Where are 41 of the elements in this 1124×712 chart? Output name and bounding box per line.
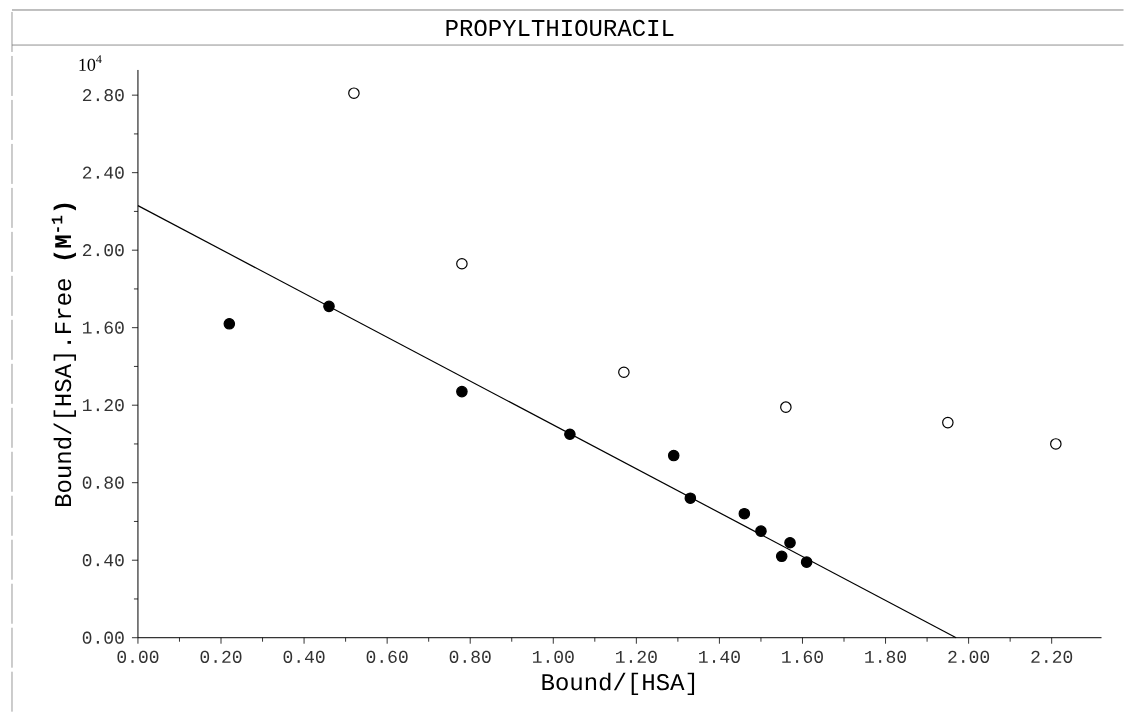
x-tick-label: 0.80: [449, 650, 491, 663]
y-tick-label: 1.20: [82, 399, 124, 412]
point: [684, 492, 697, 504]
point: [755, 525, 767, 537]
x-tick-label: 2.00: [948, 650, 990, 663]
point: [667, 449, 680, 462]
point: [564, 428, 576, 441]
y-tick-label: 2.00: [82, 244, 124, 257]
text: 10$^{4}$: [79, 55, 102, 71]
x-tick-label: 1.00: [532, 650, 574, 663]
y-tick-label: 2.40: [82, 166, 124, 179]
point: [942, 416, 954, 429]
point: [348, 87, 360, 99]
point: [784, 536, 796, 549]
point: [1050, 438, 1062, 450]
x-tick-label: 1.80: [865, 650, 907, 663]
point: [456, 257, 468, 270]
x-tick-label: 0.60: [366, 650, 408, 663]
point: [780, 401, 792, 413]
x-tick-label: 2.20: [1031, 650, 1073, 663]
chart-title: PROPYLTHIOURACIL: [446, 19, 674, 37]
x-tick-label: 1.20: [616, 650, 657, 663]
text: Bound/[HSA].Free (M$^{-1}$): [51, 203, 76, 506]
point: [323, 300, 335, 313]
point: [456, 385, 468, 398]
y-tick-label: 0.40: [82, 554, 124, 567]
point: [738, 507, 751, 520]
point: [618, 366, 630, 379]
point: [800, 556, 813, 568]
point: [775, 550, 788, 563]
y-tick-label: 2.80: [82, 89, 124, 102]
x-tick-label: 0.20: [200, 650, 242, 663]
x-tick-label: 0.40: [283, 650, 325, 663]
y-tick-label: 0.80: [82, 476, 124, 489]
point: [223, 317, 236, 330]
x-tick-label: 0.00: [117, 650, 159, 663]
x-tick-label: 1.60: [782, 650, 823, 663]
y-tick-label: 1.60: [82, 321, 124, 334]
x-tick-label: 1.40: [699, 650, 740, 663]
y-tick-label: 0.00: [82, 631, 124, 644]
x-axis-title: Bound/[HSA]: [542, 672, 695, 696]
